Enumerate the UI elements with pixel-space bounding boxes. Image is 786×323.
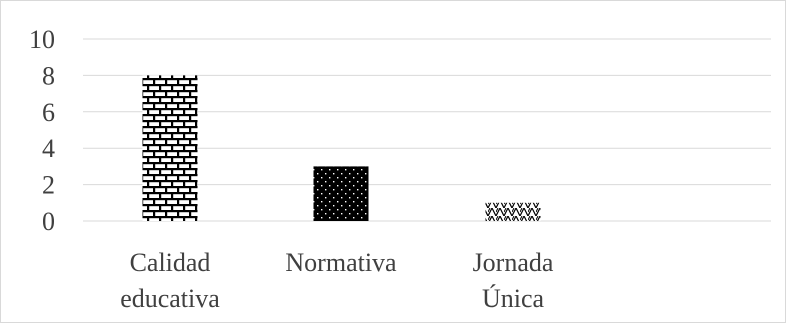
y-tick-label: 8 [42,61,55,90]
bars [142,75,541,222]
bar-2 [313,166,369,221]
y-tick-label: 10 [29,25,55,54]
x-axis-category-labels: Calidad educativa Normativa Jornada Única [120,248,554,313]
y-tick-label: 6 [42,98,55,127]
bar-1 [142,75,198,222]
category-label-line: Calidad [130,248,211,277]
y-tick-label: 2 [42,171,55,200]
category-label-line: Única [482,284,545,313]
gridlines [83,38,771,222]
y-tick-label: 4 [42,134,55,163]
category-label-line: Normativa [285,248,397,277]
category-label: Jornada Única [473,248,554,313]
category-label: Calidad educativa [120,248,220,313]
bar-3 [485,202,541,221]
category-label-line: educativa [120,284,220,313]
y-axis-tick-labels: 0 2 4 6 8 10 [29,25,55,236]
category-label: Normativa [285,248,397,277]
y-tick-label: 0 [42,207,55,236]
category-label-line: Jornada [473,248,554,277]
